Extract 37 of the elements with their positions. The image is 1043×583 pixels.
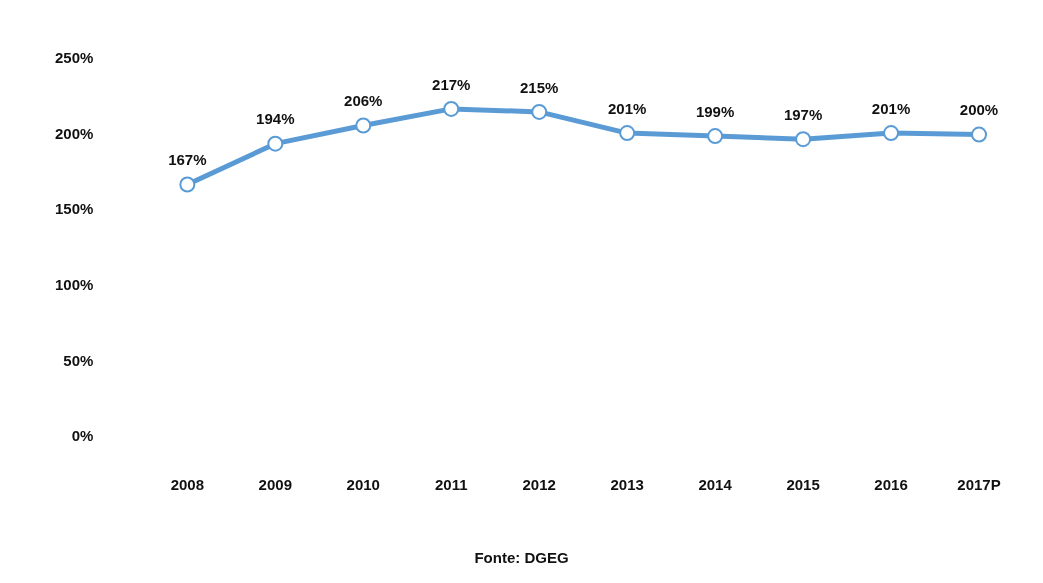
- y-tick-label: 50%: [63, 351, 94, 369]
- x-tick-label: 2014: [698, 476, 733, 494]
- point: [883, 125, 900, 142]
- x-tick-label: 2017P: [957, 476, 1001, 494]
- y-tick-label: 0%: [71, 427, 94, 445]
- x-tick-label: 2013: [610, 476, 644, 494]
- data-label: 167%: [168, 151, 207, 169]
- point: [179, 176, 196, 193]
- y-tick-label: 250%: [54, 49, 94, 67]
- data-label: 201%: [871, 99, 911, 117]
- x-tick-label: 2012: [522, 476, 556, 494]
- data-label: 201%: [607, 99, 647, 117]
- data-label: 206%: [344, 92, 383, 110]
- x-tick-label: 2009: [258, 476, 292, 494]
- x-tick-label: 2015: [786, 476, 820, 494]
- data-label: 199%: [695, 102, 735, 120]
- y-tick-label: 100%: [54, 275, 94, 293]
- point: [531, 103, 548, 120]
- point: [971, 126, 988, 143]
- x-tick-label: 2016: [874, 476, 908, 494]
- x-tick-label: 2010: [346, 476, 380, 494]
- data-label: 217%: [432, 75, 471, 93]
- x-tick-label: 2011: [434, 476, 468, 494]
- y-tick-label: 200%: [54, 124, 94, 142]
- point: [443, 100, 460, 117]
- x-tick-label: 2008: [170, 476, 205, 494]
- data-label: 215%: [520, 78, 559, 96]
- source-note: Fonte: DGEG: [473, 549, 570, 566]
- point: [707, 128, 724, 145]
- data-label: 197%: [783, 105, 823, 123]
- point: [267, 135, 284, 152]
- data-label: 200%: [959, 101, 999, 119]
- data-label: 194%: [256, 110, 295, 128]
- point: [355, 117, 372, 134]
- point: [795, 131, 812, 148]
- point: [619, 125, 636, 142]
- y-tick-label: 150%: [54, 200, 94, 218]
